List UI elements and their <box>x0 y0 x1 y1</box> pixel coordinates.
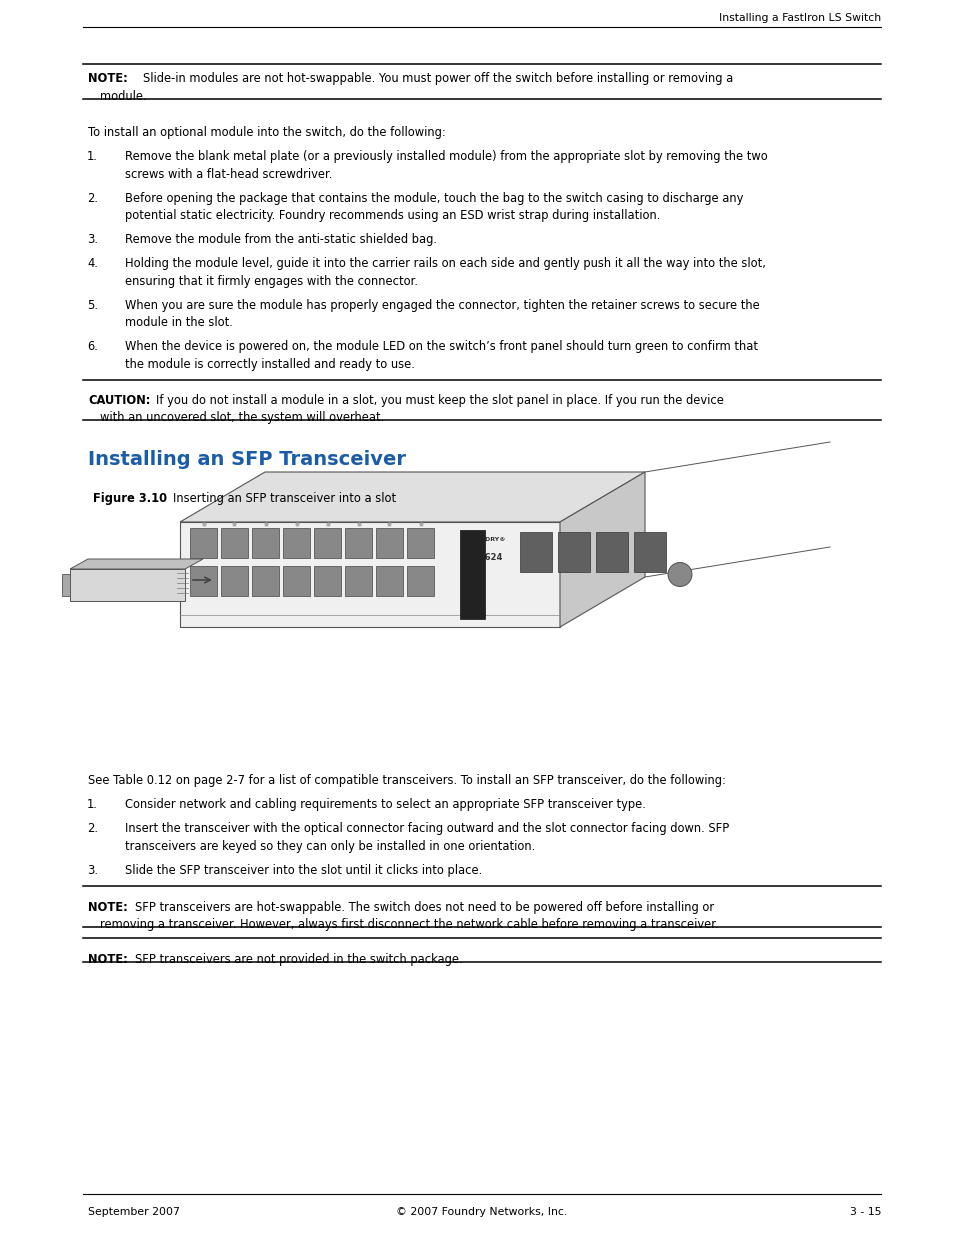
Polygon shape <box>407 566 434 597</box>
Polygon shape <box>283 566 310 597</box>
Polygon shape <box>559 472 644 627</box>
Polygon shape <box>459 530 484 619</box>
Text: removing a transceiver. However, always first disconnect the network cable befor: removing a transceiver. However, always … <box>100 918 718 931</box>
Text: 6.: 6. <box>87 340 98 353</box>
Text: ensuring that it firmly engages with the connector.: ensuring that it firmly engages with the… <box>125 274 417 288</box>
Text: SFP transceivers are not provided in the switch package.: SFP transceivers are not provided in the… <box>135 953 462 966</box>
Polygon shape <box>283 529 310 558</box>
Text: 1.: 1. <box>87 798 98 811</box>
Text: September 2007: September 2007 <box>88 1207 180 1216</box>
Polygon shape <box>190 529 216 558</box>
Polygon shape <box>190 566 216 597</box>
Text: When the device is powered on, the module LED on the switch’s front panel should: When the device is powered on, the modul… <box>125 340 758 353</box>
Polygon shape <box>314 529 340 558</box>
Text: 3.: 3. <box>87 863 98 877</box>
Text: Installing a FastIron LS Switch: Installing a FastIron LS Switch <box>719 14 880 23</box>
Polygon shape <box>252 566 278 597</box>
Text: transceivers are keyed so they can only be installed in one orientation.: transceivers are keyed so they can only … <box>125 840 535 852</box>
Text: Remove the module from the anti-static shielded bag.: Remove the module from the anti-static s… <box>125 233 436 246</box>
Text: Figure 3.10: Figure 3.10 <box>92 492 167 505</box>
Text: FLS 624: FLS 624 <box>464 553 502 562</box>
Text: 4.: 4. <box>87 257 98 270</box>
Text: NOTE:: NOTE: <box>88 900 128 914</box>
Text: 3 - 15: 3 - 15 <box>848 1207 880 1216</box>
Text: CAUTION:: CAUTION: <box>88 394 151 406</box>
Circle shape <box>667 562 691 587</box>
Text: Remove the blank metal plate (or a previously installed module) from the appropr: Remove the blank metal plate (or a previ… <box>125 149 767 163</box>
Polygon shape <box>180 522 559 627</box>
Text: Before opening the package that contains the module, touch the bag to the switch: Before opening the package that contains… <box>125 191 742 205</box>
Text: 3.: 3. <box>87 233 98 246</box>
Text: © 2007 Foundry Networks, Inc.: © 2007 Foundry Networks, Inc. <box>395 1207 567 1216</box>
Text: screws with a flat-head screwdriver.: screws with a flat-head screwdriver. <box>125 168 332 180</box>
Polygon shape <box>596 532 627 572</box>
Text: If you do not install a module in a slot, you must keep the slot panel in place.: If you do not install a module in a slot… <box>156 394 723 406</box>
Polygon shape <box>70 569 185 601</box>
Polygon shape <box>407 529 434 558</box>
Polygon shape <box>558 532 589 572</box>
Text: module.: module. <box>100 90 147 103</box>
Text: the module is correctly installed and ready to use.: the module is correctly installed and re… <box>125 357 415 370</box>
Text: When you are sure the module has properly engaged the connector, tighten the ret: When you are sure the module has properl… <box>125 299 759 311</box>
Text: 2.: 2. <box>87 823 98 835</box>
Text: NOTE:: NOTE: <box>88 953 128 966</box>
Text: NOTE:: NOTE: <box>88 72 128 85</box>
Polygon shape <box>634 532 665 572</box>
Polygon shape <box>519 532 552 572</box>
Text: Installing an SFP Transceiver: Installing an SFP Transceiver <box>88 450 406 469</box>
Text: 1.: 1. <box>87 149 98 163</box>
Text: FOUNDRY®: FOUNDRY® <box>464 537 505 542</box>
Text: 5.: 5. <box>87 299 98 311</box>
Polygon shape <box>180 472 644 522</box>
Text: Slide the SFP transceiver into the slot until it clicks into place.: Slide the SFP transceiver into the slot … <box>125 863 482 877</box>
Text: Insert the transceiver with the optical connector facing outward and the slot co: Insert the transceiver with the optical … <box>125 823 728 835</box>
Text: Consider network and cabling requirements to select an appropriate SFP transceiv: Consider network and cabling requirement… <box>125 798 645 811</box>
Text: SFP transceivers are hot-swappable. The switch does not need to be powered off b: SFP transceivers are hot-swappable. The … <box>135 900 714 914</box>
Polygon shape <box>314 566 340 597</box>
Text: 2.: 2. <box>87 191 98 205</box>
Polygon shape <box>70 559 203 569</box>
Polygon shape <box>252 529 278 558</box>
Polygon shape <box>345 566 372 597</box>
Text: potential static electricity. Foundry recommends using an ESD wrist strap during: potential static electricity. Foundry re… <box>125 209 659 222</box>
Text: Inserting an SFP transceiver into a slot: Inserting an SFP transceiver into a slot <box>172 492 395 505</box>
Polygon shape <box>221 529 248 558</box>
Text: with an uncovered slot, the system will overheat.: with an uncovered slot, the system will … <box>100 411 384 424</box>
Text: To install an optional module into the switch, do the following:: To install an optional module into the s… <box>88 126 445 140</box>
Text: module in the slot.: module in the slot. <box>125 316 233 329</box>
Text: See Table 0.12 on page 2-7 for a list of compatible transceivers. To install an : See Table 0.12 on page 2-7 for a list of… <box>88 774 725 787</box>
Text: Holding the module level, guide it into the carrier rails on each side and gentl: Holding the module level, guide it into … <box>125 257 765 270</box>
Polygon shape <box>375 566 402 597</box>
Polygon shape <box>221 566 248 597</box>
Text: Slide-in modules are not hot-swappable. You must power off the switch before ins: Slide-in modules are not hot-swappable. … <box>143 72 733 85</box>
Polygon shape <box>375 529 402 558</box>
Polygon shape <box>345 529 372 558</box>
Polygon shape <box>62 574 70 597</box>
